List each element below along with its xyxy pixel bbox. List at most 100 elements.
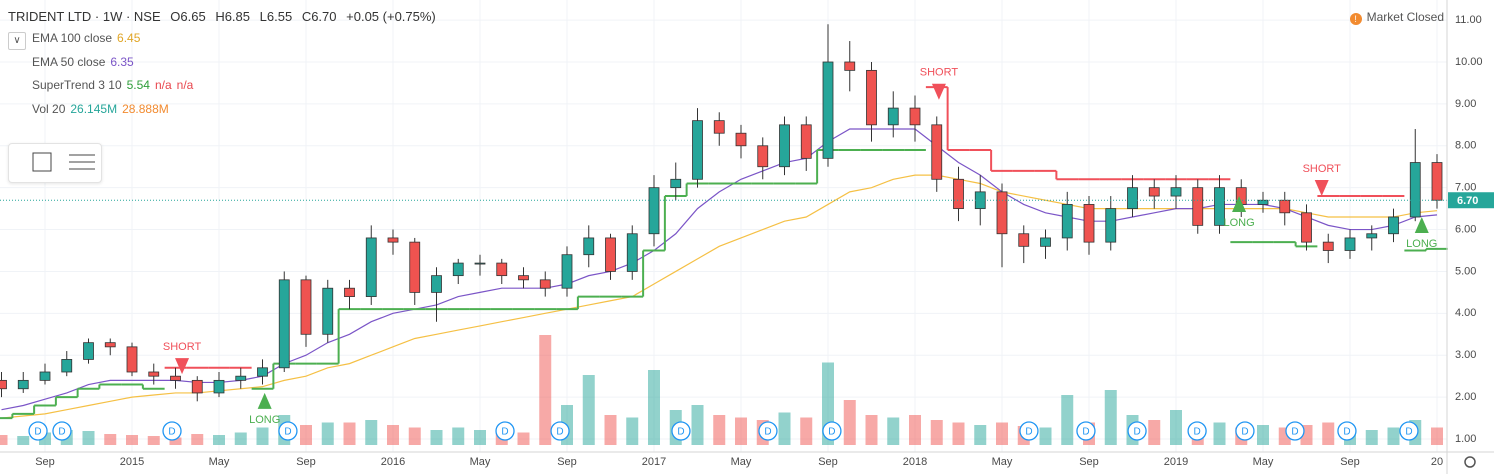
volume-bar bbox=[343, 422, 356, 445]
volume-bar bbox=[626, 417, 639, 445]
x-tick-label: Sep bbox=[818, 456, 838, 468]
volume-bar bbox=[648, 370, 660, 445]
y-tick-label: 1.00 bbox=[1455, 433, 1476, 445]
collapse-button[interactable]: ∨ bbox=[8, 32, 26, 50]
indicator: EMA 100 close 6.45 bbox=[32, 31, 145, 45]
rect-tool[interactable] bbox=[32, 152, 52, 172]
volume-bar bbox=[930, 420, 943, 445]
indicator: EMA 50 close 6.35 bbox=[32, 55, 139, 69]
candle-body bbox=[365, 237, 377, 297]
candle-body bbox=[191, 379, 203, 394]
volume-bar bbox=[387, 425, 399, 445]
signal-arrow bbox=[931, 83, 946, 100]
y-tick-label: 10.00 bbox=[1455, 56, 1483, 68]
toolbar-icons bbox=[32, 152, 95, 172]
dividend-marker bbox=[278, 421, 298, 441]
volume-bar bbox=[539, 335, 552, 445]
last-price-tag bbox=[1448, 192, 1494, 209]
y-tick-label: 7.00 bbox=[1455, 182, 1476, 194]
dividend-label: D bbox=[1405, 427, 1412, 438]
indicator-value: n/a bbox=[176, 78, 194, 92]
volume-bar bbox=[1257, 425, 1269, 445]
candle-body bbox=[1257, 199, 1269, 205]
candle-body bbox=[17, 379, 29, 390]
x-tick-label: 2015 bbox=[120, 456, 144, 468]
volume-bar bbox=[1170, 410, 1182, 445]
candle-body bbox=[583, 237, 595, 256]
settings-icon[interactable] bbox=[1464, 456, 1476, 468]
x-tick-label: May bbox=[731, 456, 752, 468]
dividend-marker bbox=[1285, 421, 1305, 441]
candle-body bbox=[1127, 187, 1138, 210]
candle-body bbox=[822, 61, 834, 159]
y-tick-label: 8.00 bbox=[1455, 140, 1476, 152]
candle-body bbox=[387, 237, 399, 243]
dividend-label: D bbox=[1241, 427, 1248, 438]
candle-body bbox=[539, 279, 551, 289]
y-tick-label: 3.00 bbox=[1455, 349, 1476, 361]
indicator-value: 6.35 bbox=[110, 54, 134, 69]
volume-bar bbox=[582, 375, 595, 445]
indicator-value: 5.54 bbox=[126, 78, 150, 92]
x-tick-label: May bbox=[209, 456, 230, 468]
dividend-label: D bbox=[501, 427, 508, 438]
candle-body bbox=[474, 262, 486, 265]
x-tick-label: Sep bbox=[1340, 456, 1360, 468]
x-tick-label: 2017 bbox=[642, 456, 666, 468]
x-tick-label: 20 bbox=[1431, 456, 1443, 468]
volume-bar bbox=[800, 417, 813, 445]
dividend-label: D bbox=[764, 427, 771, 438]
signal-arrow bbox=[257, 392, 272, 409]
candle-body bbox=[148, 371, 160, 377]
candle-body bbox=[257, 367, 268, 377]
dividend-label: D bbox=[58, 427, 65, 438]
candle-body bbox=[344, 287, 355, 297]
signal-label: LONG bbox=[249, 414, 280, 426]
candle-body bbox=[909, 107, 921, 126]
candle-body bbox=[1105, 208, 1117, 243]
volume-bar bbox=[300, 425, 312, 445]
dividend-marker bbox=[495, 421, 515, 441]
volume-bar bbox=[1061, 395, 1074, 445]
market-status: ! Market Closed bbox=[1349, 10, 1444, 25]
candle-body bbox=[670, 178, 682, 189]
y-tick-label: 2.00 bbox=[1455, 391, 1476, 403]
candle-body bbox=[1148, 187, 1160, 197]
volume-bar bbox=[408, 427, 421, 445]
volume-bar bbox=[1387, 427, 1400, 445]
candle-body bbox=[1322, 241, 1334, 251]
indicator-name: EMA 100 close bbox=[32, 31, 113, 45]
open: O6.65 bbox=[170, 9, 206, 24]
dividend-marker bbox=[28, 421, 48, 441]
volume-bar bbox=[735, 417, 747, 445]
candle-body bbox=[1170, 187, 1182, 197]
candle-body bbox=[779, 124, 790, 168]
volume-bar bbox=[321, 422, 334, 445]
dividend-label: D bbox=[34, 427, 41, 438]
candle-body bbox=[974, 191, 986, 210]
candle-body bbox=[931, 124, 943, 180]
dividend-label: D bbox=[1193, 427, 1200, 438]
list-tool[interactable] bbox=[69, 154, 95, 170]
x-tick-label: Sep bbox=[1079, 456, 1099, 468]
indicator-value: 28.888M bbox=[122, 101, 169, 116]
dividend-label: D bbox=[284, 427, 291, 438]
volume-bar bbox=[713, 415, 726, 445]
dividend-marker bbox=[1399, 421, 1419, 441]
volume-bar bbox=[1148, 420, 1161, 445]
indicator: Vol 20 26.145M 28.888M bbox=[32, 102, 174, 116]
dividend-marker bbox=[550, 421, 570, 441]
candle-body bbox=[626, 233, 638, 272]
candle-body bbox=[1040, 237, 1051, 247]
candle-body bbox=[1083, 204, 1095, 243]
indicator: SuperTrend 3 10 5.54 n/a n/a bbox=[32, 78, 198, 92]
x-tick-label: Sep bbox=[296, 456, 316, 468]
y-tick-label: 4.00 bbox=[1455, 307, 1476, 319]
volume-bar bbox=[604, 415, 617, 445]
volume-bar bbox=[1431, 427, 1443, 445]
candle-body bbox=[170, 375, 181, 381]
x-tick-label: 2019 bbox=[1164, 456, 1188, 468]
volume-bar bbox=[234, 432, 247, 445]
candle-body bbox=[996, 191, 1008, 235]
dividend-label: D bbox=[1082, 427, 1089, 438]
